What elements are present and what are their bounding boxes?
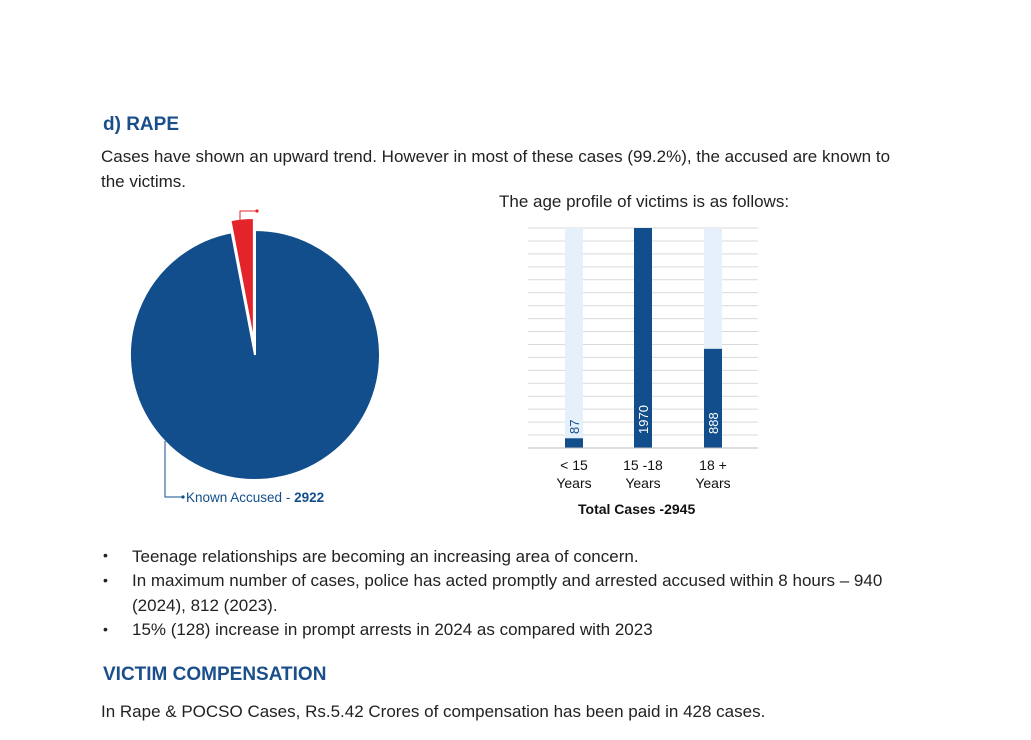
pie-chart [129, 209, 381, 499]
bar-tick-label-line: Years [695, 475, 731, 491]
compensation-text: In Rape & POCSO Cases, Rs.5.42 Crores of… [101, 702, 766, 721]
bar-tick-label-line: < 15 [560, 457, 588, 473]
bar-value-label-18-plus: 888 [706, 412, 721, 434]
bar-15-18 [634, 228, 652, 448]
total-cases-label: Total Cases -2945 [578, 501, 696, 517]
bar-18-plus [704, 348, 722, 448]
bar-tick-label-line: 18 + [699, 457, 727, 473]
bar-tick-label-line: 15 -18 [623, 457, 663, 473]
bullet-dot-1: • [103, 547, 108, 563]
bar-value-label-15-18: 1970 [636, 405, 651, 434]
bar-tick-label-under-15: < 15 Years [539, 456, 609, 492]
known-leader-dot [181, 495, 185, 499]
bar-value-label-under-15: 87 [567, 420, 582, 434]
bullet-dot-3: • [103, 621, 108, 637]
bar-chart: 87 1970 888 [528, 227, 758, 449]
bullet-text-2: In maximum number of cases, police has a… [132, 571, 883, 590]
bar-under-15 [565, 438, 583, 448]
bar-track-under-15 [565, 228, 583, 448]
bar-tick-label-18-plus: 18 + Years [678, 456, 748, 492]
intro-line-2: the victims. [101, 172, 187, 191]
bar-tick-label-line: Years [625, 475, 661, 491]
bar-chart-title: The age profile of victims is as follows… [499, 192, 790, 211]
bar-tick-label-15-18: 15 -18 Years [608, 456, 678, 492]
known-label: Known Accused - 2922 [186, 490, 324, 505]
known-label-text: Known Accused - [186, 490, 295, 505]
pie-slice-unknown [229, 217, 255, 344]
unknown-leader-dot [255, 209, 259, 213]
bullet-text-2-continued: (2024), 812 (2023). [132, 596, 278, 615]
known-leader-line [164, 441, 183, 498]
bar-tick-label-line: Years [556, 475, 592, 491]
unknown-leader-line [239, 210, 257, 226]
pie-slice-known-accused [129, 228, 381, 481]
intro-line-1: Cases have shown an upward trend. Howeve… [101, 147, 891, 166]
compensation-heading: VICTIM COMPENSATION [103, 664, 327, 685]
bullet-text-1: Teenage relationships are becoming an in… [132, 547, 639, 566]
known-value: 2922 [294, 490, 325, 505]
bullet-text-3: 15% (128) increase in prompt arrests in … [132, 620, 653, 639]
section-heading: d) RAPE [103, 114, 179, 135]
bullet-dot-2: • [103, 572, 108, 588]
